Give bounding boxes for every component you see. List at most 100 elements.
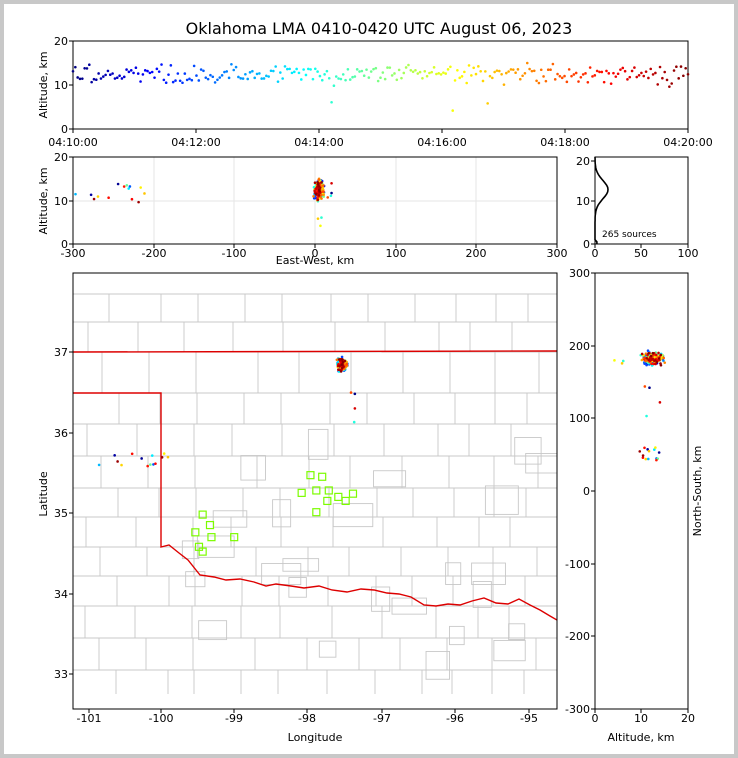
source-point-time-height <box>668 85 671 88</box>
county-outline <box>391 597 427 615</box>
chart-title: Oklahoma LMA 0410-0420 UTC August 06, 20… <box>186 19 573 38</box>
source-point-ns <box>659 353 663 357</box>
source-point-time-height <box>654 71 657 75</box>
source-point-time-height <box>241 77 245 80</box>
source-point-time-height <box>675 65 678 69</box>
ew-ytick: 20 <box>54 151 68 164</box>
source-point-time-height <box>88 63 91 67</box>
time-height-xtick: 04:18:00 <box>540 136 589 149</box>
source-point-time-height <box>199 68 203 71</box>
lma-station-marker <box>323 496 332 506</box>
time-height-xtick: 04:10:00 <box>48 136 97 149</box>
source-point-time-height <box>195 74 198 77</box>
source-point-time-height <box>171 80 175 84</box>
source-point-time-height <box>498 69 501 73</box>
source-point-time-height <box>267 75 270 78</box>
source-point-ns <box>651 351 655 355</box>
county-outline <box>318 640 337 658</box>
time-height-xtick: 04:14:00 <box>294 136 343 149</box>
source-point-time-height <box>190 78 194 82</box>
source-point-time-height <box>423 69 427 73</box>
source-point-ew <box>326 196 330 199</box>
source-point-map <box>345 362 349 366</box>
county-outline <box>472 581 492 608</box>
source-point-ew <box>122 185 126 188</box>
source-point-time-height <box>407 63 410 67</box>
source-point-ns <box>658 401 662 404</box>
source-point-time-height <box>514 71 517 74</box>
altitude-ns-panel: North-South, km Altitude, km 0 10 20 -30… <box>565 267 704 744</box>
source-point-time-height <box>381 71 385 74</box>
source-point-time-height <box>122 75 126 79</box>
source-point-time-height <box>435 72 438 76</box>
source-point-time-height <box>600 70 604 74</box>
source-point-time-height <box>493 70 496 74</box>
source-point-time-height <box>609 82 613 85</box>
source-point-time-height <box>612 71 615 75</box>
source-point-time-height <box>521 74 524 78</box>
lat-tick: 35 <box>54 507 68 520</box>
source-point-time-height <box>94 78 98 82</box>
source-point-time-height <box>78 77 82 81</box>
source-point-time-height <box>216 78 219 82</box>
source-point-map <box>116 460 119 463</box>
source-point-time-height <box>101 75 105 78</box>
source-point-time-height <box>295 67 298 71</box>
source-point-ns <box>648 386 651 390</box>
lat-tick: 36 <box>54 427 68 440</box>
source-point-time-height <box>658 65 662 69</box>
source-point-time-height <box>614 75 618 78</box>
source-point-time-height <box>647 76 650 80</box>
source-point-time-height <box>584 72 587 75</box>
source-point-ew <box>137 200 140 204</box>
county-outline <box>449 625 465 646</box>
source-point-ns <box>621 359 625 363</box>
source-point-time-height <box>428 71 431 75</box>
source-point-time-height <box>649 67 653 71</box>
source-point-time-height <box>628 75 632 79</box>
source-point-time-height <box>558 74 562 78</box>
lma-station-marker <box>297 488 306 497</box>
source-point-time-height <box>253 76 257 80</box>
time-height-xtick: 04:20:00 <box>663 136 712 149</box>
source-point-time-height <box>523 71 527 75</box>
lma-station-marker <box>324 486 333 495</box>
ew-xtick: 200 <box>466 247 487 260</box>
altitude-ns-ylabel: North-South, km <box>691 446 704 537</box>
source-point-ns <box>640 352 644 356</box>
ns-ytick: -200 <box>565 630 590 643</box>
lon-tick: -98 <box>298 712 316 725</box>
source-point-time-height <box>197 79 201 82</box>
source-point-ns <box>657 351 660 355</box>
source-point-time-height <box>185 78 189 82</box>
source-point-ns <box>647 449 651 453</box>
source-point-time-height <box>283 65 287 68</box>
source-point-time-height <box>146 69 149 73</box>
source-point-ew <box>317 194 321 197</box>
source-point-time-height <box>684 66 687 70</box>
source-point-ew <box>92 197 96 201</box>
source-point-time-height <box>360 69 364 73</box>
source-point-time-height <box>421 76 424 80</box>
source-point-time-height <box>577 80 580 83</box>
source-point-time-height <box>390 74 394 77</box>
source-point-time-height <box>477 65 480 68</box>
source-point-ew <box>314 192 318 196</box>
plan-view-frame <box>72 272 558 710</box>
county-outline <box>212 510 248 528</box>
source-point-ns <box>655 458 658 462</box>
source-point-time-height <box>542 75 545 78</box>
lma-station-marker <box>198 510 207 519</box>
source-point-time-height <box>586 80 590 84</box>
source-point-time-height <box>318 74 322 78</box>
source-point-time-height <box>386 66 389 69</box>
source-point-ew <box>317 178 320 182</box>
county-outline <box>307 428 329 460</box>
source-point-ns <box>657 451 661 454</box>
source-point-time-height <box>237 75 240 79</box>
source-point-ns <box>655 353 658 357</box>
source-point-time-height <box>313 67 317 71</box>
source-point-time-height <box>81 77 84 80</box>
source-point-time-height <box>619 68 622 71</box>
county-outline <box>272 499 292 528</box>
